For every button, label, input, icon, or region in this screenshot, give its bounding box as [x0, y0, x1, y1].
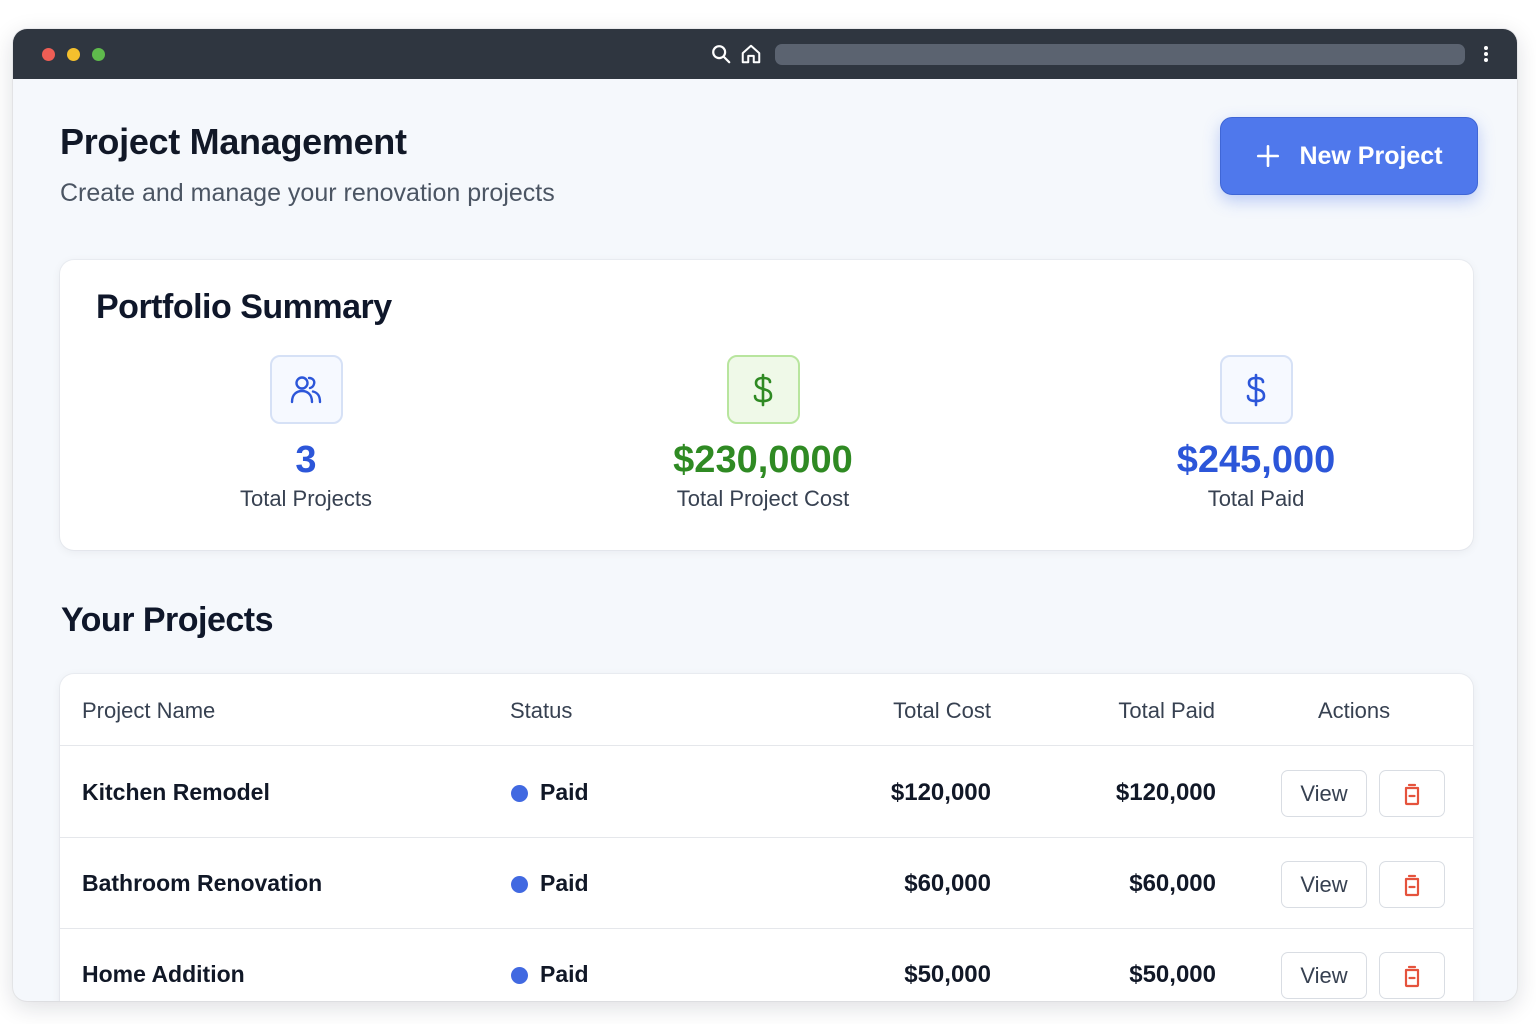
search-icon[interactable] [710, 43, 732, 65]
trash-icon [1404, 783, 1420, 805]
column-header-actions: Actions [1318, 698, 1391, 723]
project-status: Paid [540, 870, 589, 896]
trash-icon [1404, 965, 1420, 987]
stat-total-projects: 3 Total Projects [136, 355, 476, 512]
dollar-icon [1246, 373, 1266, 406]
projects-table: Project Name Status Total Cost Total Pai… [60, 674, 1473, 1001]
stat-icon-box [726, 355, 800, 424]
project-total-cost: $120,000 [890, 779, 991, 806]
page-title: Project Management [60, 121, 407, 162]
project-total-paid: $120,000 [1115, 779, 1216, 806]
maximize-window-button[interactable] [92, 48, 105, 61]
status-dot [511, 876, 528, 893]
status-dot [511, 967, 528, 984]
project-status: Paid [540, 779, 589, 805]
new-project-label: New Project [1299, 141, 1443, 170]
table-row: Kitchen Remodel Paid $120,000 $120,000 V… [60, 747, 1473, 838]
home-icon[interactable] [740, 43, 762, 65]
project-name: Home Addition [82, 961, 245, 987]
view-button[interactable]: View [1281, 770, 1367, 817]
stat-label: Total Paid [1207, 486, 1305, 511]
delete-button[interactable] [1379, 952, 1445, 999]
project-name: Bathroom Renovation [82, 870, 323, 896]
minimize-window-button[interactable] [67, 48, 80, 61]
view-button[interactable]: View [1281, 861, 1367, 908]
stat-value: $230,0000 [673, 439, 853, 481]
stat-label: Total Projects [239, 486, 373, 511]
project-total-paid: $50,000 [1129, 961, 1216, 988]
plus-icon [1257, 144, 1280, 168]
table-row: Home Addition Paid $50,000 $50,000 View [60, 929, 1473, 1001]
project-total-cost: $60,000 [904, 870, 991, 897]
browser-window: Project Management Create and manage you… [13, 29, 1517, 1001]
users-icon [290, 375, 322, 403]
view-button[interactable]: View [1281, 952, 1367, 999]
column-header-total-cost: Total Cost [893, 698, 991, 723]
portfolio-summary-card: Portfolio Summary 3 Total Projects [60, 260, 1473, 550]
table-header: Project Name Status Total Cost Total Pai… [60, 674, 1473, 746]
delete-button[interactable] [1379, 770, 1445, 817]
project-total-paid: $60,000 [1129, 870, 1216, 897]
stat-value: $245,000 [1176, 439, 1336, 481]
column-header-total-paid: Total Paid [1118, 698, 1215, 723]
stat-icon-box [269, 355, 343, 424]
new-project-button[interactable]: New Project [1220, 117, 1478, 195]
projects-section-title: Your Projects [61, 601, 274, 639]
browser-titlebar [13, 29, 1517, 79]
address-bar[interactable] [775, 44, 1465, 65]
project-name: Kitchen Remodel [82, 779, 270, 805]
dollar-icon [753, 373, 773, 406]
stat-value: 3 [295, 439, 317, 481]
status-dot [511, 785, 528, 802]
stat-icon-box [1219, 355, 1293, 424]
page-subtitle: Create and manage your renovation projec… [60, 179, 555, 207]
summary-title: Portfolio Summary [96, 288, 392, 326]
more-menu-icon[interactable] [1479, 43, 1493, 65]
project-status: Paid [540, 961, 589, 987]
stat-total-cost: $230,0000 Total Project Cost [593, 355, 933, 512]
column-header-project-name: Project Name [82, 698, 216, 723]
trash-icon [1404, 874, 1420, 896]
project-total-cost: $50,000 [904, 961, 991, 988]
delete-button[interactable] [1379, 861, 1445, 908]
stat-label: Total Project Cost [676, 486, 850, 511]
stat-total-paid: $245,000 Total Paid [1086, 355, 1426, 512]
table-row: Bathroom Renovation Paid $60,000 $60,000… [60, 838, 1473, 929]
column-header-status: Status [510, 698, 573, 723]
close-window-button[interactable] [42, 48, 55, 61]
